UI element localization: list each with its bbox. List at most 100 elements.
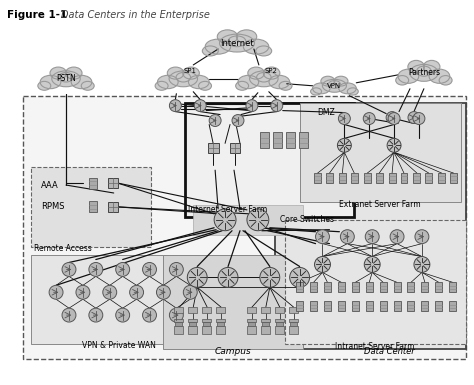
Bar — [248, 322, 255, 326]
Bar — [425, 173, 432, 183]
Bar — [401, 173, 408, 183]
Bar — [275, 326, 284, 334]
Bar — [296, 301, 303, 311]
Text: Extranet Server Farm: Extranet Server Farm — [339, 200, 421, 209]
Text: VPN & Private WAN: VPN & Private WAN — [82, 341, 155, 350]
Bar — [393, 282, 401, 292]
Ellipse shape — [176, 72, 191, 82]
Ellipse shape — [312, 83, 330, 94]
Bar — [408, 282, 414, 292]
Ellipse shape — [347, 88, 358, 95]
Text: DMZ: DMZ — [318, 108, 336, 117]
Circle shape — [386, 112, 398, 124]
Bar — [189, 322, 196, 326]
Ellipse shape — [339, 83, 356, 94]
Bar — [108, 202, 118, 212]
Ellipse shape — [169, 71, 198, 87]
Bar — [393, 301, 401, 311]
Circle shape — [413, 112, 425, 124]
Bar — [450, 173, 457, 183]
Circle shape — [76, 285, 90, 299]
Bar — [275, 103, 465, 349]
Text: PSTN: PSTN — [56, 74, 76, 83]
Bar — [380, 282, 387, 292]
Bar — [217, 322, 224, 326]
Bar — [276, 322, 283, 326]
Bar — [23, 96, 465, 359]
Ellipse shape — [217, 30, 237, 44]
Bar — [339, 173, 346, 183]
Bar — [449, 282, 456, 292]
Bar — [188, 326, 197, 334]
Text: SP2: SP2 — [264, 68, 277, 74]
Ellipse shape — [236, 81, 248, 90]
Ellipse shape — [189, 75, 209, 89]
Bar — [216, 307, 225, 313]
Bar — [247, 307, 256, 313]
Bar — [273, 132, 282, 148]
Bar — [202, 326, 211, 334]
Bar — [438, 173, 445, 183]
Bar — [376, 173, 383, 183]
Bar — [413, 173, 420, 183]
Bar — [366, 301, 373, 311]
Bar — [289, 319, 298, 322]
Ellipse shape — [264, 67, 280, 79]
Text: Internet: Internet — [220, 38, 254, 48]
Circle shape — [260, 268, 280, 287]
Ellipse shape — [243, 39, 269, 54]
Ellipse shape — [398, 69, 419, 83]
Bar — [310, 301, 317, 311]
Bar — [380, 301, 387, 311]
Circle shape — [338, 112, 350, 124]
Text: AAA: AAA — [41, 181, 59, 189]
Ellipse shape — [248, 67, 264, 79]
Bar — [261, 307, 270, 313]
Bar — [435, 282, 442, 292]
Bar — [260, 132, 269, 148]
Bar — [261, 326, 270, 334]
Ellipse shape — [59, 72, 73, 82]
Bar — [310, 282, 317, 292]
Circle shape — [388, 112, 400, 124]
Text: RPMS: RPMS — [41, 203, 64, 211]
Bar — [175, 322, 182, 326]
Circle shape — [62, 308, 76, 322]
Circle shape — [414, 256, 430, 273]
Circle shape — [247, 209, 269, 231]
Ellipse shape — [408, 60, 424, 73]
Bar — [449, 301, 456, 311]
Bar — [193, 205, 302, 235]
Ellipse shape — [65, 67, 82, 79]
Circle shape — [340, 230, 354, 244]
Ellipse shape — [238, 75, 259, 89]
Text: VPN: VPN — [328, 83, 341, 89]
Text: Core Switches: Core Switches — [280, 215, 334, 224]
Circle shape — [408, 112, 420, 124]
Bar — [262, 322, 269, 326]
Ellipse shape — [50, 67, 66, 79]
Circle shape — [169, 100, 182, 112]
Ellipse shape — [429, 69, 450, 83]
Ellipse shape — [219, 34, 255, 52]
Circle shape — [143, 263, 156, 276]
Circle shape — [364, 256, 380, 273]
Bar — [188, 307, 197, 313]
Bar — [216, 326, 225, 334]
Ellipse shape — [256, 72, 271, 82]
Ellipse shape — [256, 46, 272, 56]
Circle shape — [143, 308, 156, 322]
Ellipse shape — [71, 75, 92, 89]
Circle shape — [218, 268, 238, 287]
Circle shape — [103, 285, 117, 299]
Bar — [435, 301, 442, 311]
Circle shape — [271, 100, 283, 112]
Bar — [408, 301, 414, 311]
Circle shape — [183, 285, 197, 299]
Ellipse shape — [396, 75, 409, 85]
Ellipse shape — [167, 67, 184, 79]
Bar — [108, 178, 118, 188]
Ellipse shape — [269, 75, 290, 89]
Circle shape — [194, 100, 206, 112]
Circle shape — [387, 138, 401, 152]
